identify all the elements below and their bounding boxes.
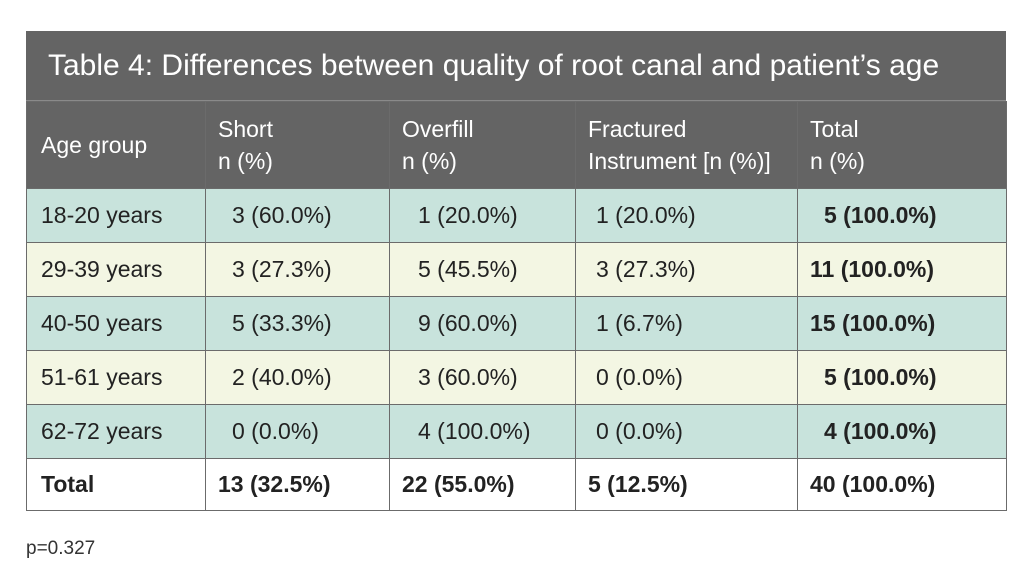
cell-age: 62-72 years: [26, 404, 206, 459]
header-overfill-unit: n (%): [402, 148, 457, 174]
total-row: Total 13 (32.5%) 22 (55.0%) 5 (12.5%) 40…: [26, 458, 1007, 511]
cell-fractured: 3 (27.3%): [575, 242, 798, 297]
cell-age: 29-39 years: [26, 242, 206, 297]
header-age-group: Age group: [26, 101, 206, 189]
header-short-label: Short: [218, 116, 273, 142]
cell-age: 51-61 years: [26, 350, 206, 405]
header-total-unit: n (%): [810, 148, 865, 174]
cell-fractured: 5 (12.5%): [575, 458, 798, 511]
cell-overfill: 1 (20.0%): [389, 188, 576, 243]
header-row: Age group Short n (%) Overfill n (%) Fra…: [26, 101, 1007, 189]
cell-total: 5 (100.0%): [797, 188, 1007, 243]
cell-total: 4 (100.0%): [797, 404, 1007, 459]
cell-short: 3 (27.3%): [205, 242, 390, 297]
cell-short: 13 (32.5%): [205, 458, 390, 511]
header-total-label: Total: [810, 116, 859, 142]
cell-overfill: 9 (60.0%): [389, 296, 576, 351]
cell-age: 18-20 years: [26, 188, 206, 243]
table-row: 29-39 years 3 (27.3%) 5 (45.5%) 3 (27.3%…: [26, 242, 1007, 297]
cell-fractured: 1 (6.7%): [575, 296, 798, 351]
p-value-footnote: p=0.327: [26, 538, 96, 559]
cell-short: 2 (40.0%): [205, 350, 390, 405]
table-row: 62-72 years 0 (0.0%) 4 (100.0%) 0 (0.0%)…: [26, 404, 1007, 459]
cell-overfill: 22 (55.0%): [389, 458, 576, 511]
cell-overfill: 3 (60.0%): [389, 350, 576, 405]
cell-fractured: 1 (20.0%): [575, 188, 798, 243]
table-row: 40-50 years 5 (33.3%) 9 (60.0%) 1 (6.7%)…: [26, 296, 1007, 351]
cell-age: 40-50 years: [26, 296, 206, 351]
data-table-container: Table 4: Differences between quality of …: [26, 31, 1007, 511]
cell-overfill: 5 (45.5%): [389, 242, 576, 297]
header-short: Short n (%): [205, 101, 390, 189]
table-row: 51-61 years 2 (40.0%) 3 (60.0%) 0 (0.0%)…: [26, 350, 1007, 405]
header-total: Total n (%): [797, 101, 1007, 189]
cell-short: 0 (0.0%): [205, 404, 390, 459]
header-fractured-label: Fractured: [588, 116, 687, 142]
age-quality-table: Age group Short n (%) Overfill n (%) Fra…: [26, 101, 1007, 511]
cell-total: 11 (100.0%): [797, 242, 1007, 297]
header-overfill-label: Overfill: [402, 116, 474, 142]
header-overfill: Overfill n (%): [389, 101, 576, 189]
cell-total: 40 (100.0%): [797, 458, 1007, 511]
cell-overfill: 4 (100.0%): [389, 404, 576, 459]
cell-total: 5 (100.0%): [797, 350, 1007, 405]
header-short-unit: n (%): [218, 148, 273, 174]
cell-fractured: 0 (0.0%): [575, 350, 798, 405]
header-fractured-unit: Instrument [n (%)]: [588, 148, 771, 174]
table-title: Table 4: Differences between quality of …: [26, 31, 1006, 101]
header-fractured: Fractured Instrument [n (%)]: [575, 101, 798, 189]
cell-age: Total: [26, 458, 206, 511]
cell-short: 3 (60.0%): [205, 188, 390, 243]
cell-short: 5 (33.3%): [205, 296, 390, 351]
cell-fractured: 0 (0.0%): [575, 404, 798, 459]
cell-total: 15 (100.0%): [797, 296, 1007, 351]
table-row: 18-20 years 3 (60.0%) 1 (20.0%) 1 (20.0%…: [26, 188, 1007, 243]
